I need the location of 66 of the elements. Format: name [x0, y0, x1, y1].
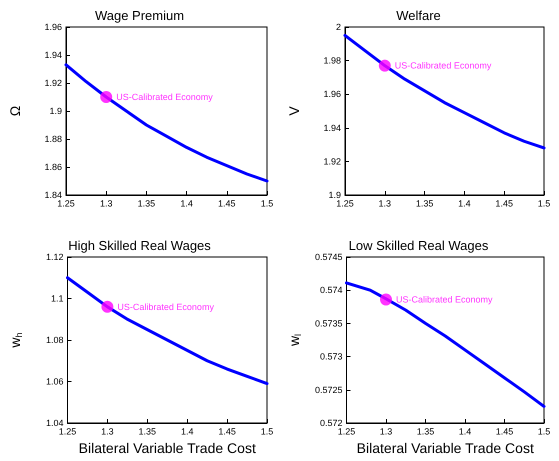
y-tick-label: 1.88 — [44, 134, 62, 144]
x-tick-label: 1.3 — [378, 198, 392, 208]
y-tick-label: 1.1 — [50, 294, 64, 304]
y-axis-title: wh — [7, 332, 24, 349]
series-label: US-Calibrated Economy — [116, 92, 214, 102]
chart-title: Low Skilled Real Wages — [348, 238, 489, 253]
y-tick-label: 1.96 — [323, 89, 341, 100]
y-tick-label: 1.94 — [323, 122, 341, 133]
x-tick-label: 1.35 — [416, 198, 434, 208]
x-axis-title: Bilateral Variable Trade Cost — [78, 440, 256, 456]
x-tick-label: 1.25 — [57, 198, 75, 208]
line-series — [66, 276, 268, 386]
y-tick-label: 0.573 — [320, 352, 342, 362]
y-tick-label: 1.9 — [49, 106, 62, 116]
series-label: US-Calibrated Economy — [396, 294, 494, 304]
y-tick-label: 0.574 — [320, 285, 342, 296]
y-tick-label: 1.04 — [46, 418, 64, 428]
x-tick-label: 1.35 — [138, 198, 156, 208]
x-tick-label: 1.25 — [336, 198, 354, 208]
x-tick-label: 1.45 — [495, 198, 513, 208]
line-series — [344, 34, 546, 150]
y-tick-label: 1.98 — [323, 56, 341, 66]
y-tick-label: 1.92 — [44, 78, 62, 88]
x-tick-label: 1.45 — [496, 426, 514, 436]
y-axis-title: wl — [286, 334, 303, 348]
series-label: US-Calibrated Economy — [117, 302, 214, 312]
y-tick-label: 1.08 — [46, 335, 64, 345]
chart-title: High Skilled Real Wages — [68, 238, 212, 253]
x-tick-label: 1.4 — [458, 426, 472, 436]
y-tick-label: 1.92 — [323, 156, 341, 166]
x-tick-label: 1.4 — [180, 198, 193, 208]
y-tick-label: 1.96 — [44, 22, 62, 32]
y-tick-label: 1.94 — [44, 50, 62, 60]
x-tick-label: 1.3 — [380, 426, 392, 436]
line-series — [64, 63, 268, 182]
x-tick-label: 1.45 — [218, 426, 236, 436]
x-tick-label: 1.3 — [101, 426, 114, 436]
x-tick-label: 1.45 — [218, 198, 236, 208]
x-tick-label: 1.25 — [58, 426, 76, 436]
chart-title: Wage Premium — [94, 8, 184, 23]
y-tick-label: 2 — [336, 22, 341, 32]
x-tick-label: 1.35 — [416, 426, 434, 436]
series-label: US-Calibrated Economy — [394, 60, 492, 71]
line-series — [345, 281, 546, 408]
x-tick-label: 1.5 — [260, 198, 274, 208]
y-tick-label: 0.572 — [320, 418, 342, 428]
y-axis-title: V — [286, 106, 302, 116]
y-tick-label: 0.5725 — [314, 384, 342, 395]
x-tick-label: 1.5 — [538, 198, 550, 208]
y-tick-label: 1.12 — [46, 252, 64, 262]
y-tick-label: 1.06 — [46, 376, 64, 386]
x-tick-label: 1.25 — [338, 426, 356, 436]
x-tick-label: 1.35 — [138, 426, 156, 436]
y-tick-label: 1.9 — [328, 190, 341, 200]
x-axis-title: Bilateral Variable Trade Cost — [356, 440, 534, 456]
y-tick-label: 1.84 — [44, 190, 62, 200]
x-tick-label: 1.5 — [538, 426, 550, 436]
x-tick-label: 1.3 — [100, 198, 112, 208]
y-tick-label: 0.5745 — [314, 252, 342, 262]
chart-title: Welfare — [396, 8, 441, 23]
y-tick-label: 1.86 — [44, 162, 62, 172]
x-tick-label: 1.5 — [260, 426, 274, 436]
y-axis-title: Ω — [7, 106, 23, 116]
y-tick-label: 0.5735 — [314, 318, 342, 328]
x-tick-label: 1.4 — [458, 198, 471, 208]
x-tick-label: 1.4 — [180, 426, 194, 436]
